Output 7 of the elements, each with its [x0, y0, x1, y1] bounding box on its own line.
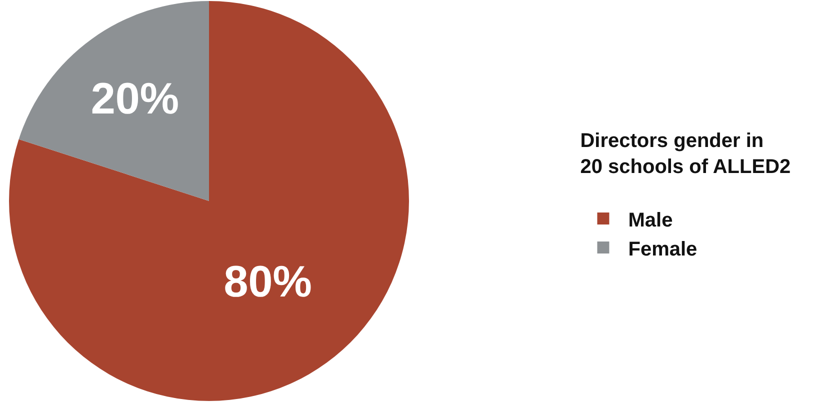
pie-slice [18, 1, 209, 201]
data-label: 20% [90, 74, 179, 124]
legend-label: Female [628, 238, 698, 260]
legend-title: Directors gender in 20 schools of ALLED2 [580, 130, 791, 178]
pie-slice [9, 1, 409, 401]
data-label: 80% [224, 257, 312, 306]
legend-label: Male [628, 209, 673, 232]
